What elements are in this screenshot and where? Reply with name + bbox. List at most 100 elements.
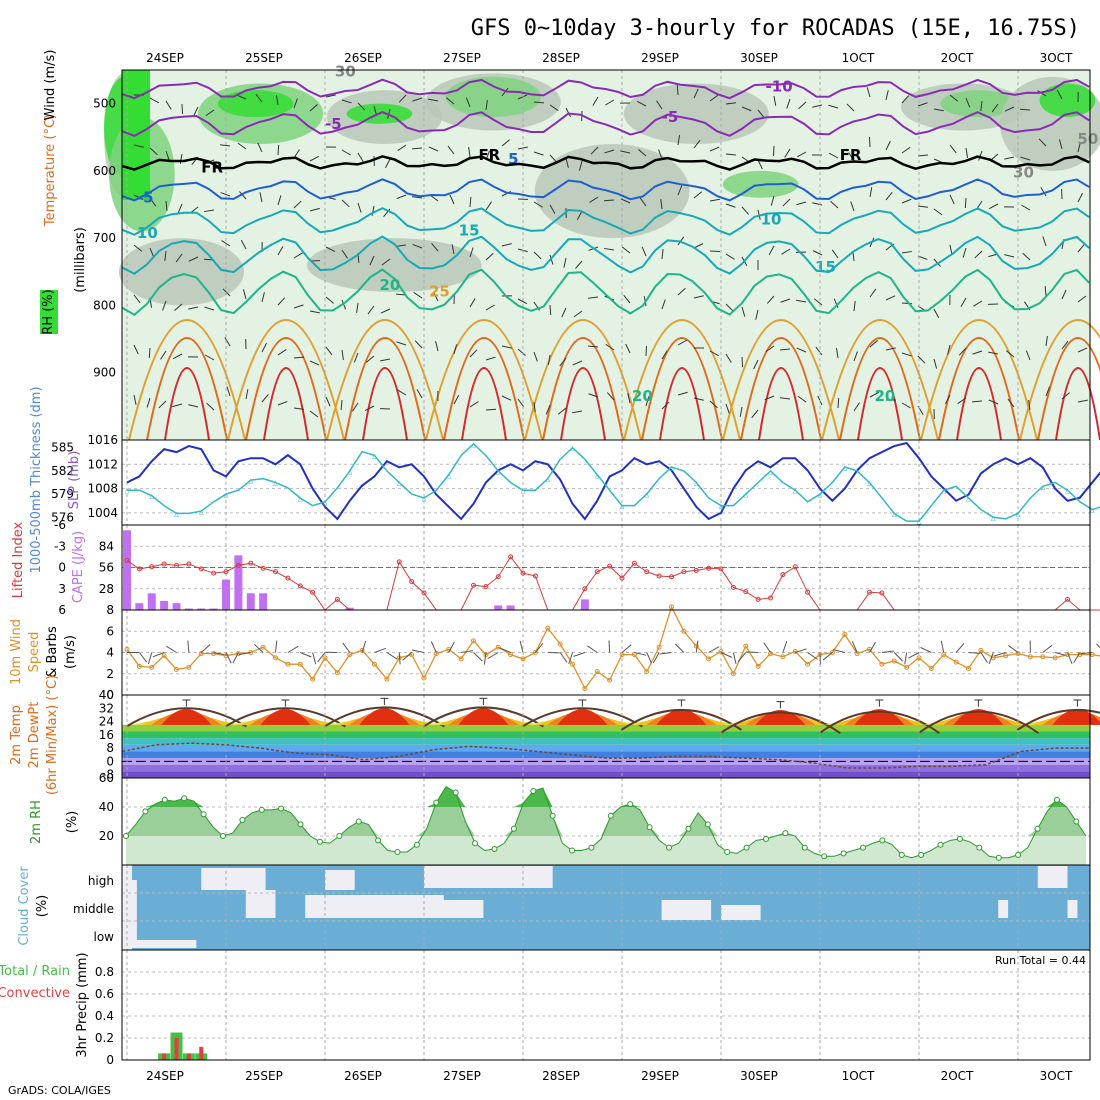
thickness-point: △ <box>669 463 674 472</box>
wind-speed-point <box>186 664 192 670</box>
wind-barb <box>165 100 172 110</box>
x-tick-label-bottom: 24SEP <box>146 1069 184 1083</box>
cape-bar <box>147 593 156 610</box>
precip-tick-label: 0.2 <box>95 1031 114 1045</box>
temp-dome-contour <box>956 367 1002 441</box>
cloud-cover-block <box>424 866 553 888</box>
temp-warm-band <box>1052 709 1100 725</box>
wind-barb <box>812 250 823 256</box>
cloud-cover-block <box>127 940 197 948</box>
wind-barb <box>242 289 247 300</box>
rh2m-tick-label: 20 <box>99 829 114 843</box>
wind-speed-point <box>768 651 773 657</box>
wind-barb <box>813 298 823 306</box>
temp-dome-contour <box>1019 319 1100 441</box>
rh-axis-label-part: RH (%) <box>41 289 56 334</box>
wind-barb <box>205 109 215 117</box>
x-tick-label-top: 28SEP <box>542 51 580 65</box>
temp-contour-minus-5 <box>121 110 1090 137</box>
wind-speed-point <box>829 650 835 655</box>
wind-barb <box>755 309 759 320</box>
rh2m-point <box>297 821 304 828</box>
wind-barb <box>588 393 599 398</box>
wind-barb <box>309 104 318 112</box>
temp-dome-contour <box>344 337 426 441</box>
wind-barb <box>603 199 615 202</box>
x-tick-label-bottom: 30SEP <box>740 1069 778 1083</box>
wind-speed-point <box>681 628 687 634</box>
temp-color-band <box>122 738 1090 745</box>
wind-barb <box>869 391 880 398</box>
wind-barb <box>174 303 183 311</box>
wind-barb <box>369 255 375 266</box>
wind-speed-point <box>372 661 377 667</box>
wind-speed-point <box>891 658 897 664</box>
wind-barb <box>725 353 732 363</box>
wind-barb <box>485 201 493 211</box>
wind-barb <box>949 144 957 154</box>
temp-2m-curve <box>620 708 742 731</box>
wind-barb <box>469 196 472 208</box>
wind-barb <box>901 146 911 154</box>
temp-color-band <box>122 744 1090 752</box>
wind-speed-point <box>211 651 217 657</box>
wind-barb <box>236 94 247 100</box>
wind-speed-point <box>149 664 155 670</box>
cape-bar <box>209 608 218 610</box>
wind-barb <box>677 391 688 396</box>
wind-barb <box>620 150 631 154</box>
wind-barb <box>866 87 871 98</box>
wind-barb <box>588 296 599 299</box>
x-tick-label-top: 1OCT <box>842 51 875 65</box>
wind-barb <box>473 652 483 662</box>
wind-barb <box>517 298 528 305</box>
wind-barb <box>796 347 807 353</box>
wind-barb <box>901 198 912 204</box>
wind-barb <box>869 288 877 298</box>
wind-barb <box>639 197 647 207</box>
wind-barb <box>677 185 683 196</box>
wind-barb <box>1028 400 1031 411</box>
wind-barb <box>1061 392 1070 400</box>
wind-barb <box>205 354 215 361</box>
cape-axis-label: CAPE (J/kg) <box>71 531 86 603</box>
rh2m-point <box>976 844 983 851</box>
wind-barb <box>753 359 759 370</box>
wind-barb <box>994 652 1006 657</box>
wind-speed-point <box>1040 654 1046 660</box>
wind-speed-point <box>755 663 761 669</box>
panel-frame <box>121 949 1091 1061</box>
wind-barb <box>901 302 913 305</box>
wind-barb <box>398 652 401 665</box>
thickness-point: △ <box>867 479 872 488</box>
wind-barb <box>709 198 720 202</box>
wind-barb <box>431 243 439 252</box>
contour-label: -5 <box>325 115 342 133</box>
wind-barb <box>846 103 855 112</box>
wind-barb <box>385 158 391 169</box>
temp-dome-contour <box>128 319 246 441</box>
contour-label: 20 <box>379 276 400 294</box>
rh2m-point <box>569 847 576 854</box>
wind-barb <box>968 652 981 654</box>
wind-barb <box>325 346 333 356</box>
thickness-point: △ <box>793 486 798 495</box>
wind-barb <box>1045 386 1051 397</box>
temp2m-axis-label-1: 2m Temp <box>9 705 24 765</box>
rh2m-point <box>646 824 653 831</box>
x-tick-label-bottom: 29SEP <box>641 1069 679 1083</box>
wind-barb <box>1025 350 1031 361</box>
wind-barb <box>451 244 455 255</box>
wind-barb <box>397 144 407 152</box>
x-tick-label-bottom: 2OCT <box>941 1069 974 1083</box>
wind-barb <box>1021 204 1031 211</box>
temp-contour-20 <box>121 268 1090 316</box>
wind-barb <box>158 400 167 409</box>
wind10-axis-label-1-part: 10m Wind <box>9 619 24 685</box>
wind-barb <box>356 302 359 313</box>
wind-barb <box>763 642 771 653</box>
wind-barb <box>293 200 302 209</box>
pressure-tick-label: 700 <box>93 231 116 245</box>
wind-barb <box>725 303 734 312</box>
cape-bar <box>135 603 144 610</box>
